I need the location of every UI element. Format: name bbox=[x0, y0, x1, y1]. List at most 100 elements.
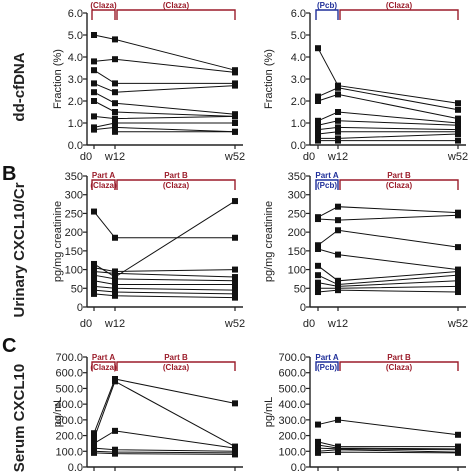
data-point bbox=[335, 217, 341, 224]
y-tick-label: 700.0 bbox=[55, 352, 83, 364]
y-tick-label: 250 bbox=[288, 208, 306, 220]
data-point bbox=[232, 290, 238, 297]
x-tick-label: w52 bbox=[447, 318, 468, 330]
data-point bbox=[315, 262, 321, 269]
y-tick-label: 5.0 bbox=[291, 30, 306, 42]
data-point bbox=[335, 117, 341, 124]
period-bracket bbox=[339, 9, 459, 20]
x-tick-label: w52 bbox=[224, 151, 245, 163]
data-point bbox=[232, 274, 238, 281]
data-point bbox=[232, 451, 238, 458]
data-point bbox=[91, 260, 97, 267]
data-point bbox=[315, 216, 321, 223]
y-tick-label: 400.0 bbox=[55, 399, 83, 411]
x-tick-label: w52 bbox=[224, 318, 245, 330]
bracket-treatment-label: (Pcb) bbox=[317, 181, 337, 190]
y-tick-label: 600.0 bbox=[278, 368, 306, 380]
row-label-urinary-cxcl10: Urinary CXCL10/Cr bbox=[11, 182, 28, 317]
bracket-part-label: Part B bbox=[164, 171, 188, 180]
data-point bbox=[315, 245, 321, 252]
data-point bbox=[91, 272, 97, 279]
data-point bbox=[91, 264, 97, 271]
bracket-treatment-label: (Claza) bbox=[90, 1, 117, 10]
data-point bbox=[112, 289, 118, 296]
y-tick-label: 3.0 bbox=[291, 74, 306, 86]
data-point bbox=[315, 449, 321, 456]
y-tick-label: 300.0 bbox=[278, 415, 306, 427]
data-point bbox=[232, 277, 238, 284]
data-point bbox=[232, 128, 238, 135]
data-point bbox=[455, 431, 461, 438]
data-point bbox=[315, 421, 321, 428]
y-tick-label: 0 bbox=[77, 302, 83, 314]
data-point bbox=[91, 287, 97, 294]
data-point bbox=[112, 275, 118, 282]
data-point bbox=[112, 36, 118, 43]
data-point bbox=[315, 242, 321, 249]
series-line bbox=[93, 380, 236, 448]
data-point bbox=[455, 277, 461, 284]
data-point bbox=[232, 198, 238, 205]
y-tick-label: 300 bbox=[288, 190, 306, 202]
row-label-dd-cfdna: dd-cfDNA bbox=[11, 52, 28, 121]
data-point bbox=[335, 227, 341, 234]
x-tick-label: d0 bbox=[303, 318, 315, 330]
x-tick-label: d0 bbox=[303, 151, 315, 163]
data-point bbox=[315, 445, 321, 452]
data-point bbox=[112, 56, 118, 63]
data-point bbox=[91, 445, 97, 452]
y-tick-label: 4.0 bbox=[68, 52, 83, 64]
data-point bbox=[91, 113, 97, 120]
y-tick-label: 5.0 bbox=[68, 30, 83, 42]
y-axis-label: Fraction (%) bbox=[263, 49, 275, 109]
data-point bbox=[315, 137, 321, 144]
bracket-treatment-label: (Pcb) bbox=[317, 1, 337, 10]
y-tick-label: 4.0 bbox=[291, 52, 306, 64]
bracket-treatment-label: (Claza) bbox=[163, 363, 190, 372]
y-tick-label: 600.0 bbox=[55, 368, 83, 380]
data-point bbox=[315, 442, 321, 448]
data-point bbox=[455, 272, 461, 279]
period-bracket bbox=[91, 361, 116, 371]
y-tick-label: 350 bbox=[65, 171, 83, 183]
y-tick-label: 1.0 bbox=[291, 118, 306, 130]
data-point bbox=[232, 281, 238, 288]
y-tick-label: 1.0 bbox=[68, 118, 83, 130]
y-axis-label: Fraction (%) bbox=[52, 49, 64, 109]
y-tick-label: 0.0 bbox=[68, 462, 83, 474]
y-tick-label: 500.0 bbox=[55, 383, 83, 395]
data-point bbox=[112, 281, 118, 288]
y-tick-label: 300.0 bbox=[55, 415, 83, 427]
y-tick-label: 2.0 bbox=[291, 96, 306, 108]
y-tick-label: 2.0 bbox=[68, 96, 83, 108]
y-tick-label: 100 bbox=[65, 265, 83, 277]
bracket-part-label: Part B bbox=[387, 353, 411, 362]
bracket-treatment-label: (Claza) bbox=[386, 181, 413, 190]
data-point bbox=[455, 106, 461, 113]
y-tick-label: 200 bbox=[288, 227, 306, 239]
data-point bbox=[91, 283, 97, 290]
chart-panel: 0.0 100.0 200.0 300.0 400.0 500.0 600.0 700.0 pg… bbox=[263, 352, 466, 474]
y-tick-label: 0.0 bbox=[291, 140, 306, 152]
y-tick-label: 350 bbox=[288, 171, 306, 183]
chart-panel: 0.0 1.0 2.0 3.0 4.0 5.0 6.0 Fraction (%) d0 w12 w5… bbox=[263, 1, 468, 163]
data-point bbox=[91, 98, 97, 104]
data-point bbox=[112, 109, 118, 115]
data-point bbox=[112, 378, 118, 385]
data-point bbox=[455, 137, 461, 144]
data-point bbox=[335, 203, 341, 210]
data-point bbox=[335, 251, 341, 258]
data-point bbox=[112, 80, 118, 87]
y-tick-label: 100 bbox=[288, 265, 306, 277]
period-bracket bbox=[116, 9, 236, 20]
y-axis-label: pg/mL bbox=[263, 397, 275, 428]
bracket-treatment-label: (Pcb) bbox=[317, 363, 337, 372]
data-point bbox=[335, 109, 341, 115]
data-point bbox=[91, 32, 97, 38]
data-point bbox=[91, 126, 97, 133]
data-point bbox=[112, 124, 118, 131]
data-point bbox=[112, 427, 118, 434]
y-tick-label: 200.0 bbox=[55, 431, 83, 443]
bracket-treatment-label: (Claza) bbox=[386, 363, 413, 372]
